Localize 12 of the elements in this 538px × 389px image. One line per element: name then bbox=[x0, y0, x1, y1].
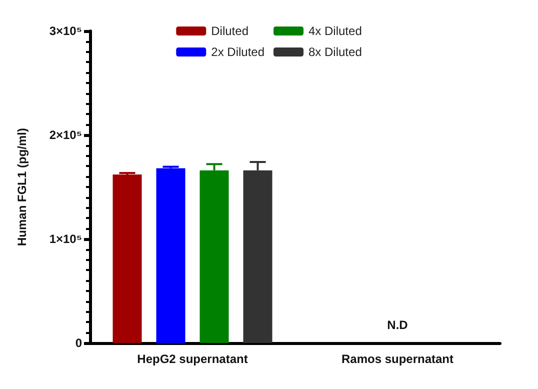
y-tick-label: 1×10⁵ bbox=[49, 232, 82, 246]
y-tick-label: 0 bbox=[75, 336, 82, 350]
y-tick-label: 3×10⁵ bbox=[49, 24, 82, 38]
annotation: N.D bbox=[387, 318, 408, 332]
x-tick-label: Ramos supernatant bbox=[341, 352, 454, 366]
x-tick-label: HepG2 supernatant bbox=[137, 352, 248, 366]
y-axis-title: Human FGL1 (pg/ml) bbox=[15, 128, 29, 246]
legend-label: 4x Diluted bbox=[308, 24, 362, 38]
y-tick-label: 2×10⁵ bbox=[49, 128, 82, 142]
legend-label: 8x Diluted bbox=[308, 45, 362, 59]
legend-label: 2x Diluted bbox=[211, 45, 265, 59]
legend-label: Diluted bbox=[211, 24, 248, 38]
